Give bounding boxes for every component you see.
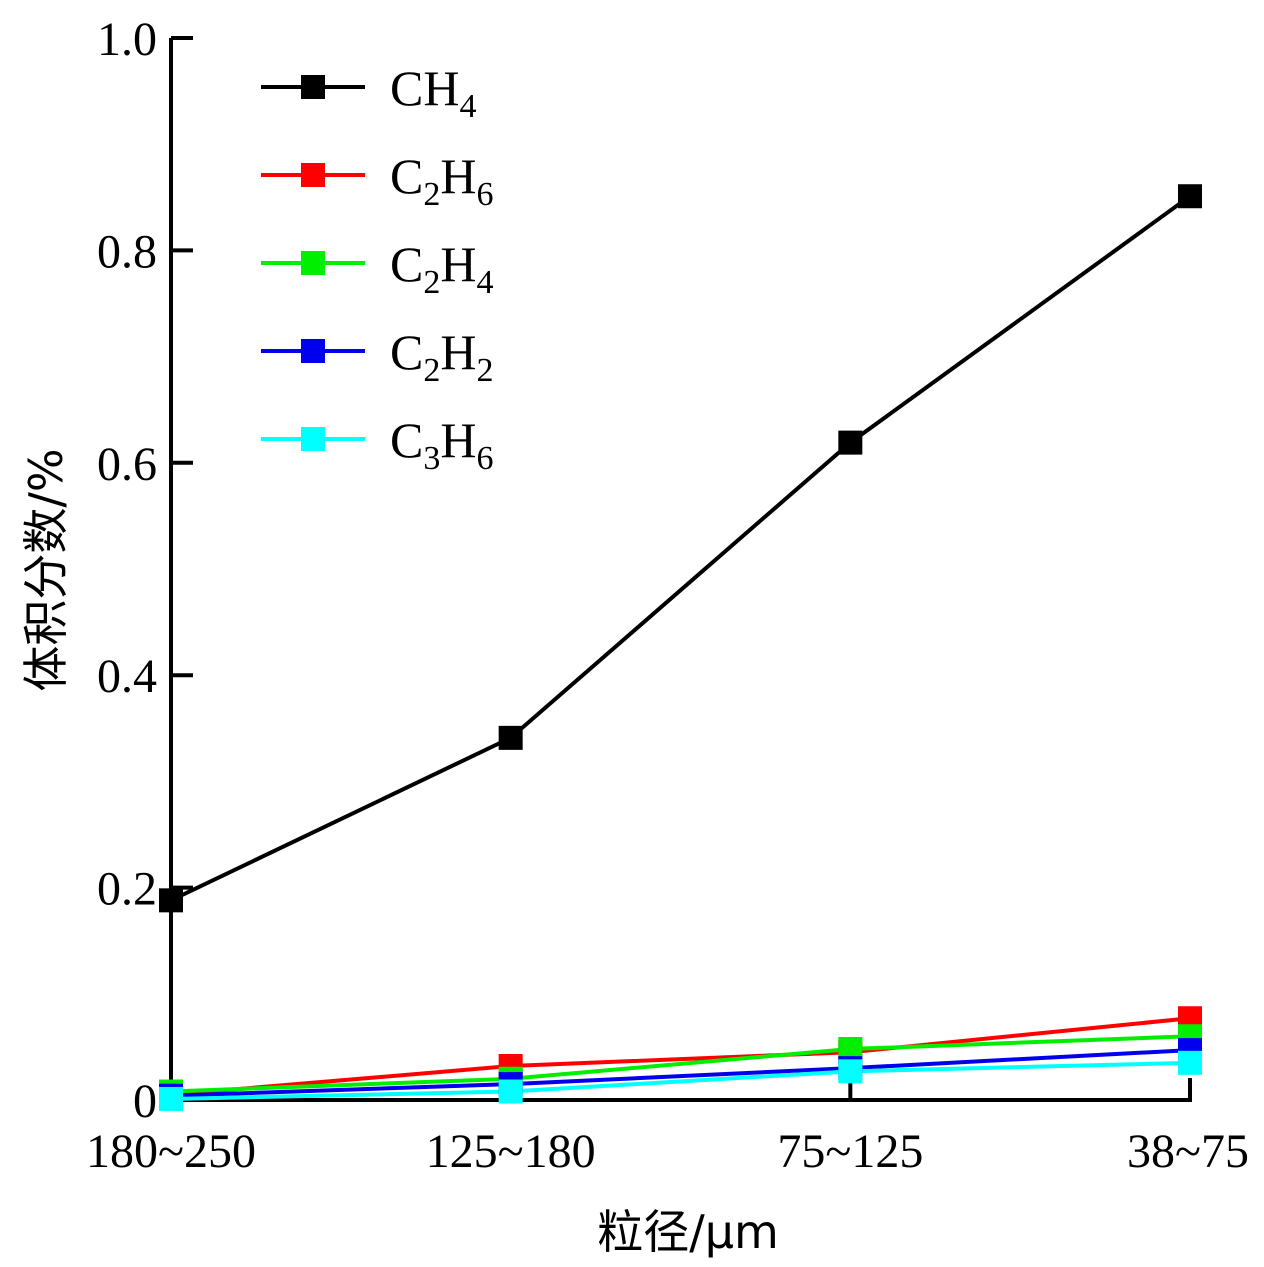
- legend-item-C3H6: C3H6: [261, 412, 493, 477]
- data-point-CH4: [159, 888, 183, 913]
- legend-label: C3H6: [390, 412, 493, 477]
- markers-C3H6: [159, 1050, 1202, 1111]
- data-point-C3H6: [159, 1086, 183, 1111]
- series-line-C2H2: [170, 1048, 1191, 1098]
- legend-marker: [301, 251, 325, 275]
- y-tick-label: 0.8: [97, 225, 157, 278]
- data-point-CH4: [838, 430, 863, 455]
- series-layer: [159, 184, 1202, 1111]
- legend-item-CH4: CH4: [261, 60, 476, 125]
- legend-subscript: 3: [423, 440, 440, 477]
- legend-subscript: 2: [476, 352, 493, 389]
- legend-text-part: H: [440, 324, 476, 380]
- legend-subscript: 6: [476, 440, 493, 477]
- legend-subscript: 4: [459, 88, 476, 125]
- legend-label: C2H6: [390, 148, 493, 213]
- y-tick-label: 0.4: [97, 650, 157, 703]
- legend-text-part: C: [390, 148, 423, 204]
- series-C3H6: [170, 1060, 1191, 1101]
- legend-item-C2H4: C2H4: [261, 236, 493, 301]
- legend-text-part: H: [440, 412, 476, 468]
- y-axis-title: 体积分数/%: [19, 448, 73, 691]
- legend-item-C2H2: C2H2: [261, 324, 493, 389]
- legend-text-part: C: [390, 412, 423, 468]
- data-point-CH4: [1178, 184, 1202, 209]
- axes: 0 0.2 0.4 0.6 0.8 1.0 180~250 125~180 75~125 38~7…: [86, 13, 1249, 1178]
- legend-text-part: H: [440, 236, 476, 292]
- data-point-C3H6: [498, 1079, 523, 1104]
- series-line-C2H4: [170, 1034, 1191, 1094]
- legend-marker: [301, 339, 325, 363]
- legend-label: CH4: [390, 60, 476, 125]
- legend-label: C2H2: [390, 324, 493, 389]
- legend-subscript: 2: [423, 176, 440, 213]
- x-tick-label: 38~75: [1127, 1125, 1249, 1178]
- legend-subscript: 2: [423, 264, 440, 301]
- legend-text-part: C: [390, 324, 423, 380]
- legend-item-C2H6: C2H6: [261, 148, 493, 213]
- y-tick-label: 1.0: [97, 13, 157, 66]
- legend-text-part: C: [390, 236, 423, 292]
- legend-marker: [301, 75, 325, 99]
- legend-text-part: CH: [390, 60, 459, 116]
- series-CH4: [170, 194, 1192, 903]
- series-line-C2H6: [170, 1016, 1191, 1097]
- series-C2H2: [170, 1048, 1191, 1098]
- markers-CH4: [159, 184, 1202, 913]
- data-point-C3H6: [838, 1059, 863, 1084]
- x-axis-title: 粒径/μm: [597, 1205, 779, 1259]
- y-tick-label: 0.6: [97, 438, 157, 491]
- x-tick-label: 180~250: [86, 1125, 256, 1178]
- legend-marker: [301, 427, 325, 451]
- legend-subscript: 2: [423, 352, 440, 389]
- legend-subscript: 6: [476, 176, 493, 213]
- legend-marker: [301, 163, 325, 187]
- series-line-CH4: [170, 194, 1192, 903]
- x-tick-label: 75~125: [777, 1125, 923, 1178]
- x-tick-label: 125~180: [426, 1125, 596, 1178]
- y-tick-label: 0.2: [97, 863, 157, 916]
- legend-text-part: H: [440, 148, 476, 204]
- series-C2H4: [170, 1034, 1191, 1094]
- series-C2H6: [170, 1016, 1191, 1097]
- series-line-C3H6: [170, 1060, 1191, 1101]
- data-point-C3H6: [1178, 1050, 1202, 1075]
- y-tick-label: 0: [133, 1075, 157, 1128]
- legend-label: C2H4: [390, 236, 493, 301]
- legend-subscript: 4: [476, 264, 493, 301]
- data-point-CH4: [498, 725, 523, 750]
